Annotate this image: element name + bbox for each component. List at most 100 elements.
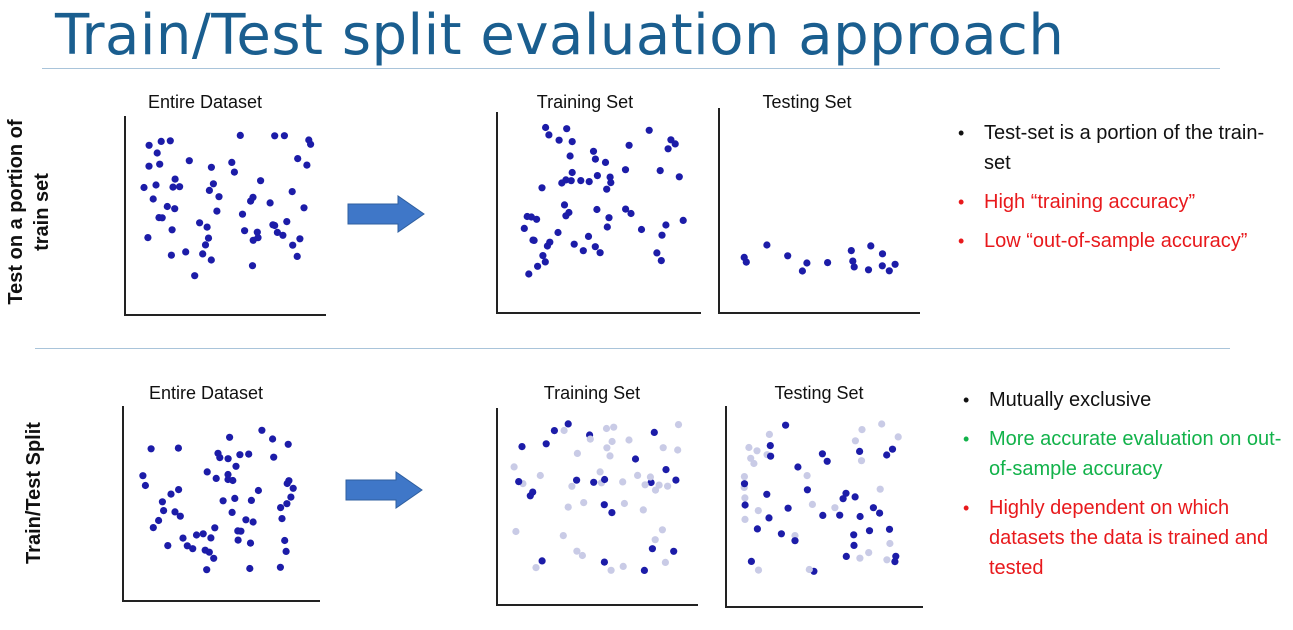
- scatter-dot: [658, 231, 666, 239]
- scatter-dot: [266, 199, 274, 207]
- scatter-dot: [656, 167, 664, 175]
- scatter-dot: [224, 455, 232, 463]
- scatter-dot: [242, 516, 250, 524]
- scatter-dot: [550, 427, 559, 435]
- scatter-dot: [878, 262, 886, 270]
- row2-testing-axes: [725, 406, 923, 608]
- scatter-dot: [740, 253, 748, 261]
- row2-bullet-1: • More accurate evaluation on out-of-samp…: [963, 428, 1282, 480]
- scatter-dot: [675, 173, 683, 181]
- scatter-dot: [784, 504, 792, 512]
- scatter-dot: [753, 525, 762, 533]
- scatter-dot: [606, 173, 614, 181]
- scatter-dot: [273, 228, 281, 236]
- scatter-dot: [234, 536, 242, 544]
- scatter-dot: [578, 551, 587, 560]
- scatter-dot: [670, 547, 678, 555]
- row1-bullet-0: • Test-set is a portion of the train-set: [958, 122, 1265, 174]
- scatter-dot: [558, 179, 566, 187]
- scatter-dot: [163, 202, 171, 211]
- scatter-dot: [747, 557, 756, 566]
- scatter-dot: [876, 485, 884, 493]
- scatter-dot: [288, 188, 296, 196]
- scatter-dot: [777, 530, 786, 538]
- scatter-dot: [157, 137, 165, 145]
- arrow-right-icon: [347, 195, 425, 233]
- scatter-dot: [541, 258, 549, 266]
- scatter-dot: [228, 158, 236, 166]
- scatter-dot: [179, 534, 187, 542]
- scatter-dot: [651, 536, 659, 544]
- scatter-dot: [603, 223, 611, 231]
- scatter-dot: [647, 478, 655, 487]
- scatter-dot: [270, 453, 278, 461]
- scatter-dot: [640, 566, 649, 575]
- scatter-dot: [610, 423, 618, 431]
- scatter-dot: [591, 243, 599, 251]
- scatter-dot: [515, 478, 523, 486]
- scatter-dot: [554, 228, 562, 237]
- row-divider: [35, 348, 1230, 349]
- scatter-dot: [207, 534, 215, 542]
- scatter-dot: [167, 251, 175, 259]
- scatter-dot: [527, 213, 536, 221]
- scatter-dot: [203, 468, 211, 476]
- scatter-dot: [201, 241, 210, 249]
- scatter-dot: [672, 476, 680, 484]
- scatter-dot: [211, 524, 219, 532]
- scatter-dot: [741, 494, 749, 502]
- scatter-dot: [152, 181, 160, 189]
- scatter-dot: [192, 531, 201, 539]
- scatter-dot: [141, 481, 149, 490]
- scatter-dot: [248, 262, 257, 270]
- scatter-dot: [149, 524, 157, 532]
- scatter-dot: [754, 566, 763, 574]
- scatter-dot: [765, 514, 773, 522]
- scatter-dot: [532, 564, 540, 572]
- scatter-dot: [289, 484, 297, 492]
- scatter-dot: [207, 163, 215, 171]
- scatter-dot: [303, 161, 311, 169]
- scatter-dot: [269, 435, 277, 443]
- scatter-dot: [567, 177, 575, 185]
- scatter-dot: [603, 444, 611, 452]
- scatter-dot: [856, 447, 864, 455]
- scatter-dot: [883, 451, 891, 459]
- scatter-dot: [847, 247, 855, 255]
- scatter-dot: [605, 214, 613, 222]
- scatter-dot: [741, 515, 749, 524]
- scatter-dot: [674, 446, 682, 454]
- row2-label: Train/Test Split: [21, 393, 51, 593]
- scatter-dot: [207, 256, 215, 264]
- scatter-dot: [857, 457, 866, 465]
- scatter-dot: [579, 247, 587, 255]
- scatter-dot: [593, 172, 602, 180]
- scatter-dot: [277, 504, 285, 512]
- scatter-dot: [564, 503, 572, 511]
- scatter-dot: [750, 459, 758, 468]
- scatter-dot: [570, 240, 578, 248]
- scatter-dot: [566, 152, 574, 160]
- scatter-dot: [607, 179, 615, 187]
- scatter-dot: [156, 160, 164, 168]
- scatter-dot: [565, 208, 573, 217]
- scatter-dot: [836, 511, 844, 519]
- row1-training-axes: [496, 112, 701, 314]
- scatter-dot: [766, 442, 774, 450]
- scatter-dot: [740, 480, 749, 488]
- scatter-dot: [296, 235, 304, 243]
- scatter-dot: [289, 241, 297, 249]
- scatter-dot: [878, 420, 886, 428]
- scatter-dot: [249, 193, 257, 201]
- scatter-dot: [573, 547, 581, 555]
- scatter-dot: [246, 564, 254, 573]
- scatter-dot: [563, 125, 571, 133]
- scatter-dot: [621, 166, 630, 174]
- scatter-dot: [271, 132, 279, 140]
- scatter-dot: [294, 155, 302, 163]
- scatter-dot: [246, 539, 255, 547]
- scatter-dot: [619, 478, 627, 486]
- scatter-dot: [182, 248, 190, 256]
- scatter-dot: [601, 158, 610, 166]
- scatter-dot: [763, 241, 771, 249]
